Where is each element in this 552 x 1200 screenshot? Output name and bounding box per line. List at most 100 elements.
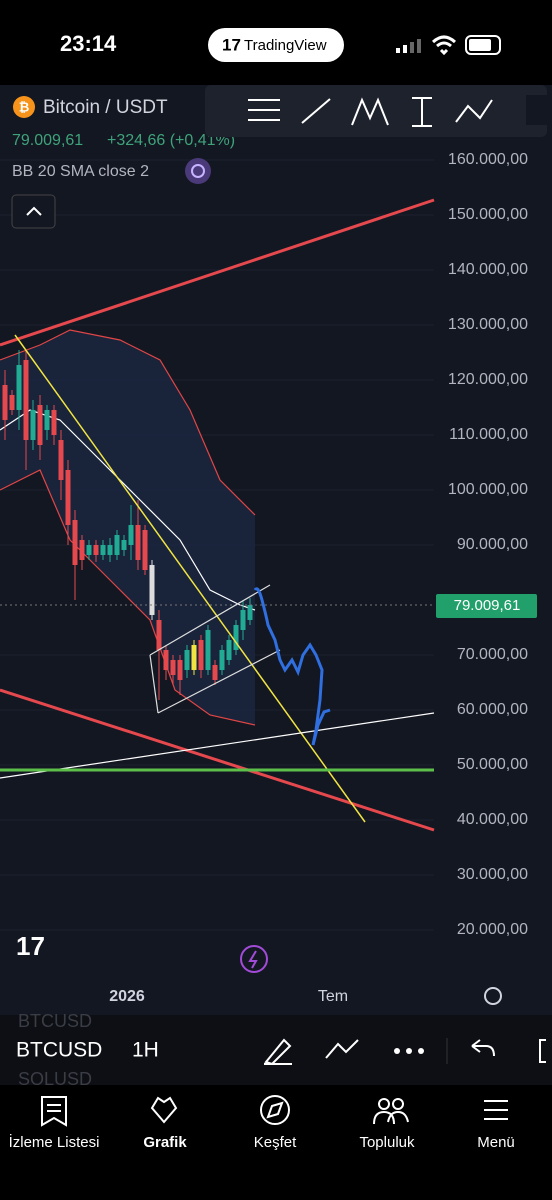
price-axis-label: 70.000,00	[457, 646, 528, 663]
candle-body	[128, 525, 134, 545]
signal-icon	[396, 39, 421, 53]
candle-body	[135, 525, 141, 560]
ghost-symbol: SOLUSD	[18, 1069, 92, 1089]
price-axis-label: 120.000,00	[448, 371, 528, 388]
draw-button[interactable]	[264, 1038, 292, 1066]
price-axis-label: 30.000,00	[457, 866, 528, 883]
candle-body	[72, 520, 78, 565]
tab-icon-menu	[484, 1100, 508, 1120]
tab-icon-community-head	[378, 1098, 390, 1110]
price-axis-label: 20.000,00	[457, 921, 528, 938]
candle-body	[44, 410, 50, 430]
trend-line-upper	[0, 198, 435, 347]
more-button[interactable]	[539, 1039, 546, 1063]
tool-trend[interactable]	[301, 98, 331, 124]
price-axis-label: 150.000,00	[448, 206, 528, 223]
tool-range[interactable]	[412, 97, 432, 127]
tab-icon-watchlist	[41, 1096, 67, 1127]
price-change: +324,66 (+0,41%)	[107, 132, 235, 149]
candle-body	[240, 610, 246, 630]
tool-pattern[interactable]	[351, 97, 389, 126]
candle-body	[23, 360, 29, 440]
price-axis: 160.000,00 150.000,00 140.000,00 130.000,00…	[448, 151, 528, 938]
undo-button[interactable]	[471, 1039, 495, 1057]
current-price-tag	[436, 594, 537, 618]
price-axis-label: 90.000,00	[457, 536, 528, 553]
support-line	[0, 712, 435, 779]
trend-line-yellow	[14, 334, 366, 823]
collapse-chevron	[26, 206, 42, 216]
last-price: 79.009,61	[12, 132, 83, 149]
price-axis-label: 50.000,00	[457, 756, 528, 773]
wifi-icon	[431, 35, 457, 56]
symbol-button[interactable]: BTCUSD	[16, 1039, 102, 1062]
tab-label[interactable]: Topluluk	[359, 1134, 415, 1151]
tool-lines[interactable]	[248, 99, 280, 121]
candle-body	[219, 650, 225, 670]
channel	[149, 584, 281, 714]
dropdown[interactable]	[526, 95, 547, 125]
tool-wave[interactable]	[455, 99, 493, 123]
price-axis-label: 60.000,00	[457, 701, 528, 718]
candle-body	[170, 660, 176, 675]
battery-icon	[465, 35, 501, 55]
app-badge[interactable]	[208, 28, 344, 62]
tab-label[interactable]: İzleme Listesi	[9, 1133, 100, 1151]
collapse-button[interactable]	[11, 194, 56, 229]
candle-body	[198, 640, 204, 670]
candles	[2, 350, 253, 700]
projection-path	[253, 587, 331, 746]
indicator-icon[interactable]	[185, 158, 211, 184]
candle-body	[93, 545, 99, 555]
candle-body	[247, 605, 253, 620]
candle-body	[100, 545, 106, 555]
candle-body	[184, 650, 190, 670]
tab-label[interactable]: Menü	[477, 1134, 515, 1151]
symbol-name: Bitcoin / USDT	[43, 97, 168, 118]
bb-upper	[0, 329, 256, 516]
price-axis-label: 140.000,00	[448, 261, 528, 278]
clock: 23:14	[60, 31, 117, 56]
time-label: Tem	[318, 988, 348, 1005]
tab-label[interactable]: Grafik	[143, 1134, 187, 1151]
ghost-symbol: BTCUSD	[18, 1011, 92, 1031]
indicator-icon-glyph	[191, 164, 205, 178]
candle-body	[2, 385, 8, 420]
tab-icon-community-head	[392, 1098, 404, 1110]
candle-body	[191, 645, 197, 670]
candle-body	[65, 470, 71, 525]
drawing-toolbar	[205, 85, 547, 137]
candle-body	[163, 650, 169, 670]
candle-body	[149, 565, 155, 615]
tv-watermark: 17	[16, 931, 45, 961]
candle-body	[142, 530, 148, 570]
bb-fill	[0, 330, 255, 725]
candle-body	[107, 545, 113, 555]
indicator-label: BB 20 SMA close 2	[12, 163, 149, 180]
flash-button[interactable]	[240, 945, 268, 973]
indicators-button[interactable]	[325, 1039, 359, 1059]
price-axis-label: 100.000,00	[448, 481, 528, 498]
candle-body	[37, 405, 43, 445]
candle-body	[86, 545, 92, 555]
candle-body	[16, 365, 22, 410]
candle-body	[121, 540, 127, 550]
candle-body	[79, 540, 85, 560]
bb-lower	[0, 469, 256, 726]
settings-icon[interactable]	[484, 987, 502, 1005]
tab-label[interactable]: Keşfet	[254, 1134, 297, 1151]
btc-symbol: ₿	[19, 99, 30, 114]
tab-icon-explore-needle	[266, 1101, 284, 1119]
candle-body	[156, 620, 162, 650]
candle-body	[177, 660, 183, 680]
trend-line-lower	[0, 688, 435, 832]
candle-body	[226, 640, 232, 660]
interval-button[interactable]: 1H	[132, 1039, 159, 1062]
more-dots[interactable]	[394, 1048, 424, 1054]
btc-icon	[13, 96, 35, 118]
candle-body	[58, 440, 64, 480]
tab-icon-explore	[260, 1095, 290, 1125]
tab-icon-chart	[150, 1096, 178, 1124]
candle-body	[205, 630, 211, 670]
